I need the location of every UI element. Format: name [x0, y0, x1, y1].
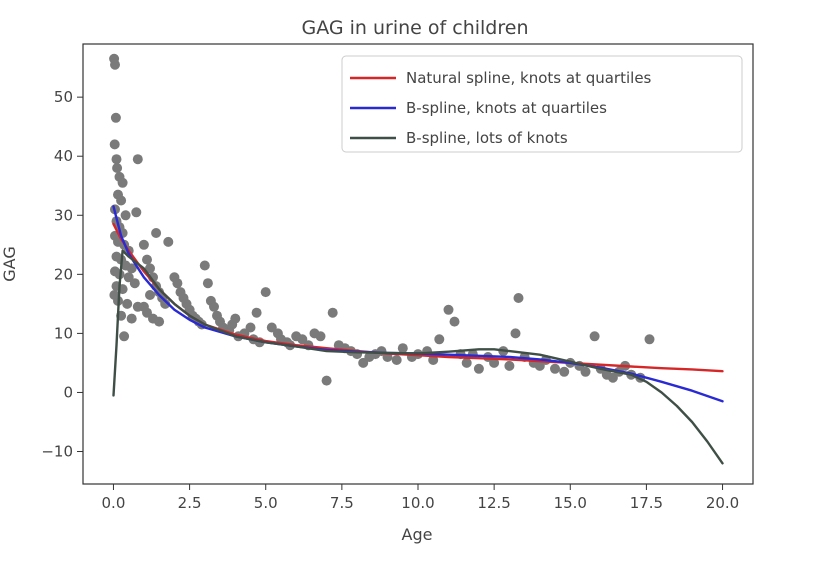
x-tick-label-6: 15.0 — [554, 494, 587, 512]
legend-box — [341, 55, 743, 153]
y-axis: −10 0 10 20 30 40 50 — [41, 88, 83, 461]
scatter-point-37 — [132, 154, 143, 165]
scatter-point-101 — [391, 355, 402, 365]
legend-label-0: Natural spline, knots at quartiles — [406, 69, 652, 87]
x-tick-label-4: 10.0 — [401, 494, 434, 512]
x-tick-label-1: 2.5 — [178, 494, 202, 512]
scatter-point-137 — [644, 334, 655, 345]
scatter-point-119 — [510, 328, 521, 339]
scatter-point-64 — [202, 278, 213, 289]
scatter-point-26 — [129, 278, 140, 289]
scatter-point-52 — [163, 236, 174, 247]
x-tick-label-5: 12.5 — [477, 494, 510, 512]
scatter-point-75 — [245, 322, 256, 333]
scatter-point-113 — [473, 363, 484, 374]
scatter-point-111 — [461, 357, 472, 368]
scatter-point-63 — [199, 260, 210, 271]
scatter-point-118 — [513, 293, 524, 303]
scatter-point-4 — [111, 154, 122, 165]
y-tick-label-1: 0 — [63, 383, 73, 401]
scatter-point-2 — [110, 112, 121, 123]
scatter-point-7 — [117, 177, 128, 188]
scatter-point-124 — [550, 363, 560, 374]
scatter-point-90 — [321, 375, 332, 386]
series-line-2 — [112, 249, 724, 465]
x-tick-label-7: 17.5 — [630, 494, 663, 512]
scatter-point-34 — [126, 313, 137, 324]
scatter-point-125 — [559, 366, 570, 377]
scatter-point-49 — [154, 316, 165, 327]
scatter-point-115 — [489, 357, 500, 368]
scatter-point-72 — [230, 313, 241, 324]
x-tick-label-2: 5.0 — [254, 494, 278, 512]
x-tick-label-8: 20.0 — [706, 494, 739, 512]
scatter-point-40 — [145, 263, 155, 274]
scatter-point-109 — [449, 316, 460, 327]
scatter-point-1 — [110, 59, 120, 70]
legend: Natural spline, knots at quartiles B-spli… — [341, 55, 743, 153]
scatter-point-36 — [131, 207, 142, 218]
x-axis-title: Age — [402, 525, 433, 544]
scatter-point-107 — [434, 334, 445, 345]
scatter-point-38 — [138, 239, 149, 250]
scatter-point-91 — [327, 307, 338, 318]
scatter-point-78 — [260, 287, 271, 298]
x-tick-label-3: 7.5 — [330, 494, 354, 512]
scatter-point-9 — [116, 195, 127, 206]
scatter-point-66 — [209, 301, 219, 312]
scatter-point-89 — [315, 331, 326, 342]
scatter-point-22 — [126, 263, 137, 274]
scatter-point-5 — [112, 163, 123, 173]
y-tick-label-0: −10 — [41, 443, 73, 461]
line-layer — [112, 205, 724, 465]
y-axis-title: GAG — [0, 246, 19, 281]
y-tick-label-3: 20 — [54, 265, 73, 283]
scatter-point-54 — [172, 278, 183, 289]
chart-title: GAG in urine of children — [302, 17, 529, 39]
y-tick-label-6: 50 — [54, 88, 73, 106]
scatter-point-79 — [251, 307, 262, 318]
x-axis: 0.0 2.5 5.0 7.5 10.0 12.5 15.0 17.5 20.0 — [102, 484, 739, 512]
scatter-point-51 — [151, 228, 162, 238]
y-tick-label-4: 30 — [54, 206, 73, 224]
scatter-point-102 — [397, 343, 408, 354]
scatter-point-50 — [145, 290, 155, 300]
scatter-point-128 — [580, 366, 591, 377]
y-tick-label-2: 10 — [54, 324, 73, 342]
scatter-point-31 — [122, 298, 133, 309]
scatter-point-106 — [428, 355, 439, 365]
scatter-point-45 — [160, 298, 171, 309]
scatter-point-129 — [589, 331, 600, 342]
legend-label-1: B-spline, knots at quartiles — [406, 99, 607, 117]
scatter-point-3 — [109, 139, 120, 150]
legend-label-2: B-spline, lots of knots — [406, 129, 568, 147]
scatter-point-108 — [443, 304, 454, 315]
x-tick-label-0: 0.0 — [102, 494, 126, 512]
y-tick-label-5: 40 — [54, 147, 73, 165]
scatter-point-35 — [119, 331, 130, 342]
scatter-point-11 — [120, 210, 131, 221]
scatter-point-117 — [504, 360, 515, 371]
scatter-point-39 — [142, 254, 152, 265]
